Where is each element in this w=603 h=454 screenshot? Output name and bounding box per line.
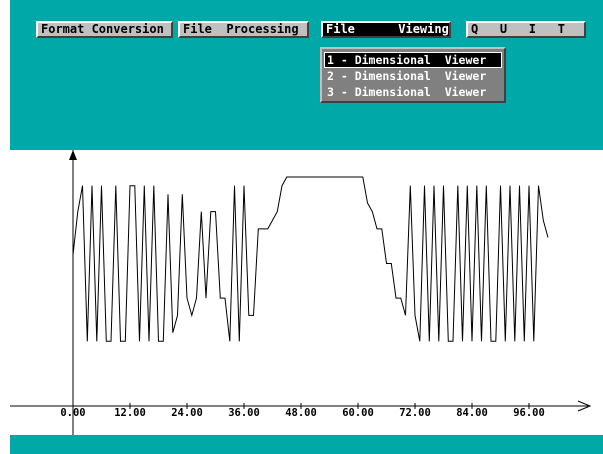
dropdown-item-1d-viewer[interactable]: 1 - Dimensional Viewer bbox=[324, 52, 502, 68]
x-tick-label: 0.00 bbox=[60, 407, 85, 419]
x-axis-arrow bbox=[577, 400, 592, 412]
x-tick-label: 84.00 bbox=[456, 407, 488, 419]
dropdown-item-2d-viewer[interactable]: 2 - Dimensional Viewer bbox=[327, 69, 487, 83]
window-edge bbox=[0, 0, 10, 454]
signal-plot: 0.00 12.00 24.00 36.00 48.00 60.00 72.00 84.00 9… bbox=[10, 150, 592, 435]
file-viewing-button[interactable]: File Viewing bbox=[321, 21, 451, 38]
x-tick-label: 12.00 bbox=[114, 407, 146, 419]
quit-button[interactable]: Q U I T bbox=[466, 21, 586, 38]
x-tick-label: 60.00 bbox=[342, 407, 374, 419]
file-processing-button[interactable]: File Processing bbox=[178, 21, 309, 38]
viewer-dropdown-menu: 1 - Dimensional Viewer 2 - Dimensional V… bbox=[320, 47, 506, 103]
format-conversion-button[interactable]: Format Conversion bbox=[36, 21, 173, 38]
plot-area: 0.00 12.00 24.00 36.00 48.00 60.00 72.00 84.00 9… bbox=[10, 150, 603, 435]
x-tick-label: 24.00 bbox=[171, 407, 203, 419]
x-tick-label: 72.00 bbox=[399, 407, 431, 419]
x-tick-label: 36.00 bbox=[228, 407, 260, 419]
signal-series-line bbox=[72, 176, 549, 342]
x-tick-label: 48.00 bbox=[285, 407, 317, 419]
x-axis-ticks: 0.00 12.00 24.00 36.00 48.00 60.00 72.00 84.00 9… bbox=[60, 403, 545, 419]
x-tick-label: 96.00 bbox=[513, 407, 545, 419]
y-axis-arrow bbox=[69, 150, 77, 160]
dropdown-item-3d-viewer[interactable]: 3 - Dimensional Viewer bbox=[327, 85, 487, 99]
